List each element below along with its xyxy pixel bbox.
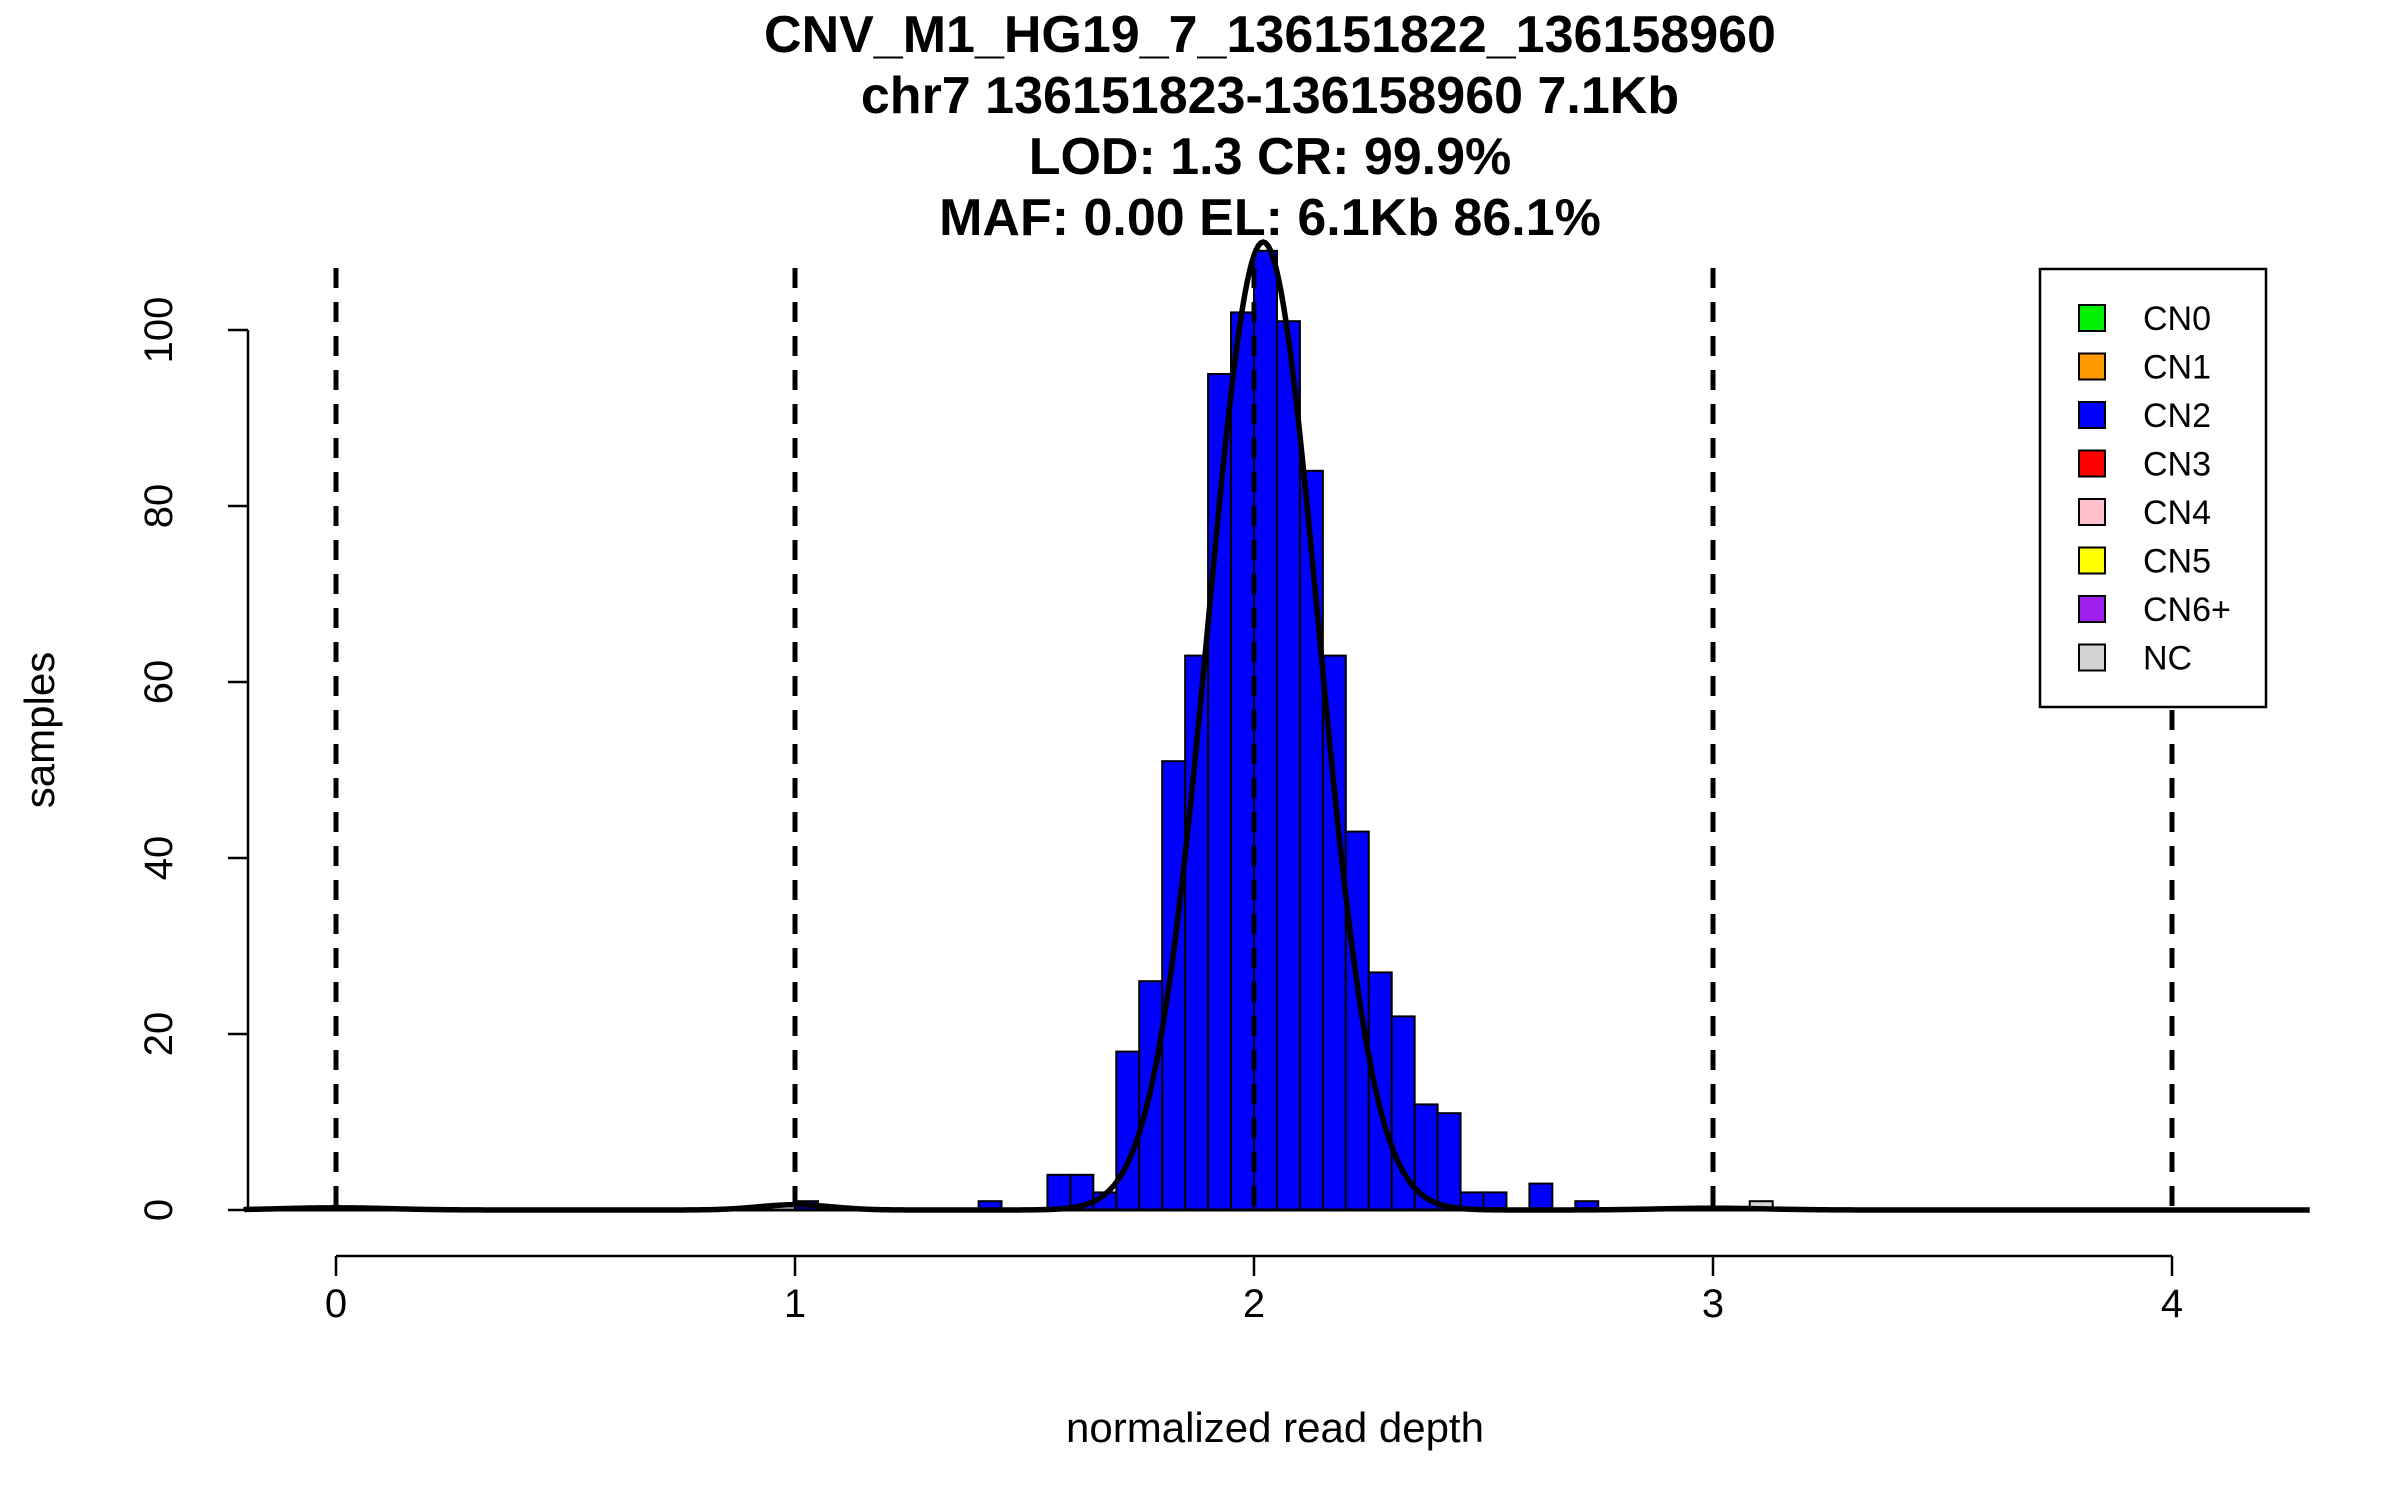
x-axis-label: normalized read depth <box>1066 1404 1484 1451</box>
legend-swatch <box>2078 498 2106 526</box>
y-tick-label: 20 <box>137 1012 181 1057</box>
histogram-bar-cn2 <box>1115 1050 1141 1211</box>
title-line-3: LOD: 1.3 CR: 99.9% <box>1029 128 1512 186</box>
legend-swatch <box>2078 595 2106 623</box>
histogram-bar-cn2 <box>1161 760 1187 1211</box>
legend-label: CN2 <box>2143 397 2211 435</box>
chart-title: CNV_M1_HG19_7_136151822_136158960 chr7 1… <box>764 6 1776 247</box>
title-line-2: chr7 136151823-136158960 7.1Kb <box>861 67 1679 125</box>
legend: CN0 CN1 CN2 CN3 CN4 CN5 CN6+ NC <box>2038 267 2268 709</box>
histogram-bar-cn2 <box>1230 311 1256 1211</box>
y-tick-label: 60 <box>137 660 181 705</box>
legend-swatch <box>2078 449 2106 478</box>
y-tick-label: 80 <box>137 484 181 529</box>
histogram-bar-cn2 <box>1298 469 1324 1211</box>
legend-label: CN5 <box>2143 543 2211 581</box>
x-tick-label: 3 <box>1702 1282 1724 1326</box>
legend-box <box>2038 267 2268 709</box>
histogram-bar-cn2 <box>1436 1112 1462 1211</box>
y-axis-label: samples <box>16 652 63 808</box>
histogram-bar-cn2 <box>1367 971 1393 1212</box>
x-tick-label: 1 <box>784 1282 806 1326</box>
x-tick-label: 4 <box>2161 1282 2183 1326</box>
fitted-density-curve-group <box>244 239 2310 1213</box>
histogram-bar-cn2 <box>1275 320 1301 1211</box>
y-tick-label: 100 <box>137 297 181 364</box>
title-line-4: MAF: 0.00 EL: 6.1Kb 86.1% <box>939 189 1601 247</box>
legend-label: NC <box>2143 640 2192 678</box>
histogram-bar-cn2 <box>1528 1182 1554 1211</box>
y-axis: 0 20 40 60 80 100 <box>137 297 250 1221</box>
title-line-1: CNV_M1_HG19_7_136151822_136158960 <box>764 6 1776 64</box>
x-tick-label: 0 <box>325 1282 347 1326</box>
legend-label: CN3 <box>2143 446 2211 484</box>
legend-swatch <box>2078 352 2106 381</box>
legend-label: CN1 <box>2143 349 2211 387</box>
histogram-bar-cn2 <box>1046 1173 1072 1212</box>
copy-number-reference-lines <box>333 268 2175 1210</box>
x-axis: 0 1 2 3 4 <box>325 1254 2183 1326</box>
legend-swatch <box>2078 304 2106 332</box>
y-tick-label: 0 <box>137 1199 181 1221</box>
legend-label: CN0 <box>2143 300 2211 338</box>
histogram-bar-cn2 <box>1321 654 1347 1211</box>
histogram-bar-cn2 <box>1253 249 1278 1212</box>
legend-label: CN6+ <box>2143 591 2231 629</box>
legend-swatch <box>2078 546 2106 575</box>
x-tick-label: 2 <box>1243 1282 1265 1326</box>
legend-swatch <box>2078 643 2106 672</box>
legend-swatch <box>2078 401 2106 429</box>
y-tick-label: 40 <box>137 836 181 881</box>
legend-label: CN4 <box>2143 494 2211 532</box>
